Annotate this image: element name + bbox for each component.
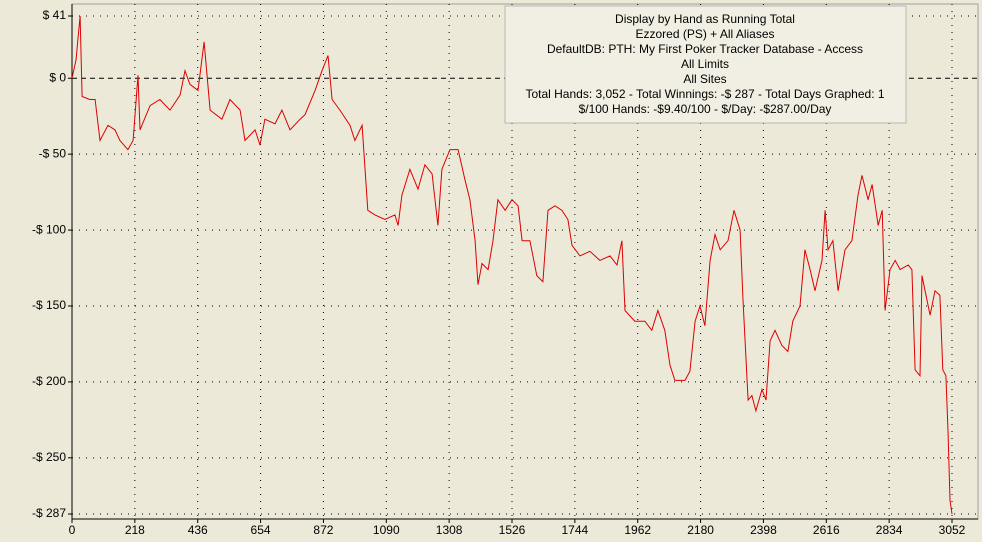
x-tick-label: 1744 [562,523,589,537]
info-box: Display by Hand as Running TotalEzzored … [504,5,907,124]
y-tick-label: -$ 200 [32,374,66,388]
x-tick-label: 1308 [436,523,463,537]
info-line: DefaultDB: PTH: My First Poker Tracker D… [547,42,863,56]
y-tick-label: -$ 50 [39,146,67,160]
info-line: All Limits [681,57,729,71]
x-tick-label: 872 [313,523,333,537]
x-tick-label: 1090 [373,523,400,537]
y-tick-label: -$ 150 [32,298,66,312]
x-tick-label: 1962 [624,523,651,537]
info-line: $/100 Hands: -$9.40/100 - $/Day: -$287.0… [579,102,832,116]
x-tick-label: 654 [251,523,271,537]
x-tick-label: 2834 [876,523,903,537]
x-tick-label: 0 [69,523,76,537]
y-tick-label: $ 0 [49,70,66,84]
info-line: Display by Hand as Running Total [615,12,795,26]
info-line: Total Hands: 3,052 - Total Winnings: -$ … [525,87,884,101]
x-tick-label: 1526 [499,523,526,537]
y-tick-label: -$ 250 [32,450,66,464]
info-line: All Sites [683,72,726,86]
x-tick-label: 2398 [750,523,777,537]
info-box-bg [504,5,907,124]
y-tick-label: -$ 287 [32,506,66,520]
x-tick-label: 436 [188,523,208,537]
x-tick-label: 2180 [687,523,714,537]
x-tick-label: 218 [125,523,145,537]
running-total-line [71,15,953,515]
x-tick-label: 2616 [813,523,840,537]
info-line: Ezzored (PS) + All Aliases [635,27,774,41]
x-tick-label: 3052 [939,523,966,537]
y-tick-label: $ 41 [43,8,67,22]
y-tick-label: -$ 100 [32,222,66,236]
